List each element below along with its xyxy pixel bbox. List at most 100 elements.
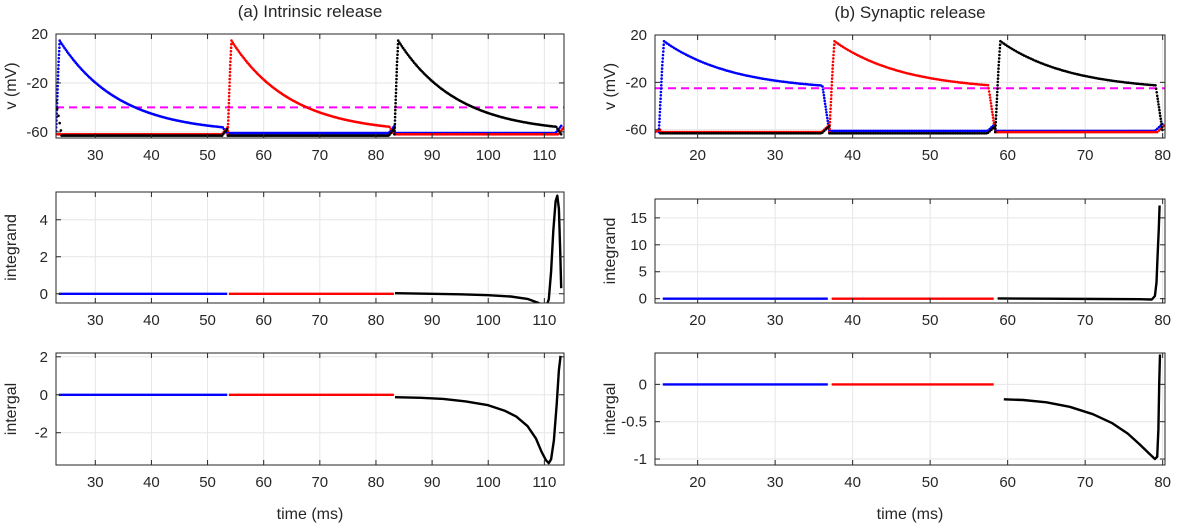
data-point bbox=[1022, 130, 1026, 134]
y-axis-label: v (mV) bbox=[602, 63, 619, 110]
data-point bbox=[911, 129, 915, 133]
data-point bbox=[997, 67, 1000, 70]
series-line-segment-black bbox=[997, 205, 1161, 301]
data-point bbox=[659, 90, 663, 94]
data-point bbox=[229, 53, 233, 56]
y-tick-label: -60 bbox=[625, 122, 647, 139]
data-point bbox=[57, 63, 60, 67]
data-point bbox=[58, 39, 61, 42]
data-point bbox=[57, 53, 61, 56]
x-tick-label: 80 bbox=[1154, 147, 1171, 164]
y-axis-label: integrand bbox=[602, 218, 619, 285]
data-point bbox=[846, 129, 850, 133]
data-point bbox=[829, 100, 833, 104]
x-tick-label: 30 bbox=[767, 312, 784, 329]
axes-frame bbox=[55, 191, 565, 304]
plot-content bbox=[662, 354, 1162, 461]
data-point bbox=[1121, 130, 1125, 134]
data-point bbox=[56, 101, 59, 105]
y-tick-label: 0 bbox=[40, 387, 48, 404]
data-point bbox=[1162, 124, 1165, 128]
data-point bbox=[1156, 97, 1159, 100]
data-point bbox=[830, 84, 834, 87]
data-point bbox=[662, 43, 665, 46]
data-point bbox=[59, 41, 63, 44]
x-tick-label: 30 bbox=[87, 147, 104, 164]
y-tick-label: -0.5 bbox=[621, 414, 647, 431]
x-tick-label: 50 bbox=[922, 474, 939, 491]
data-point bbox=[56, 95, 59, 98]
data-point bbox=[229, 49, 233, 53]
data-point bbox=[660, 84, 663, 87]
data-point bbox=[990, 110, 994, 114]
y-tick-label: 10 bbox=[630, 237, 647, 254]
data-point bbox=[996, 74, 1000, 77]
x-tick-label: 30 bbox=[767, 474, 784, 491]
data-point bbox=[1159, 120, 1163, 123]
data-point bbox=[830, 87, 833, 90]
data-point bbox=[56, 70, 60, 74]
x-tick-label: 100 bbox=[476, 474, 501, 491]
data-point bbox=[396, 53, 399, 56]
data-point bbox=[879, 132, 882, 135]
data-point bbox=[660, 70, 664, 74]
data-point bbox=[393, 122, 397, 126]
series-line-segment-black bbox=[1003, 354, 1162, 461]
data-point bbox=[1158, 114, 1162, 118]
data-point bbox=[994, 117, 998, 120]
data-point bbox=[995, 107, 998, 110]
y-tick-label: 0 bbox=[40, 286, 48, 303]
data-point bbox=[662, 46, 665, 50]
data-point bbox=[995, 100, 999, 104]
data-point bbox=[995, 110, 998, 114]
data-point bbox=[662, 50, 665, 53]
x-tick-label: 70 bbox=[1077, 147, 1094, 164]
x-tick-label: 50 bbox=[199, 474, 216, 491]
data-point bbox=[394, 84, 398, 88]
data-point bbox=[988, 96, 992, 99]
y-tick-label: -20 bbox=[26, 75, 48, 92]
data-point bbox=[661, 57, 665, 60]
data-point bbox=[1154, 87, 1158, 91]
data-point bbox=[658, 120, 661, 124]
data-point bbox=[56, 107, 59, 110]
data-point bbox=[659, 87, 663, 90]
data-point bbox=[825, 111, 828, 114]
series-line-segment-black bbox=[394, 194, 563, 303]
y-tick-label: -60 bbox=[26, 124, 48, 141]
data-point bbox=[826, 119, 829, 123]
x-tick-label: 40 bbox=[844, 147, 861, 164]
data-point bbox=[56, 105, 59, 108]
data-point bbox=[227, 91, 231, 95]
series-line-segment-black bbox=[394, 355, 562, 465]
x-tick-label: 40 bbox=[844, 474, 861, 491]
data-point bbox=[822, 93, 826, 97]
data-point bbox=[1155, 94, 1159, 98]
data-point bbox=[1159, 117, 1162, 120]
data-point bbox=[1157, 125, 1161, 129]
data-point bbox=[995, 97, 999, 100]
data-point bbox=[394, 101, 397, 105]
x-tick-label: 60 bbox=[999, 474, 1016, 491]
data-point bbox=[396, 46, 400, 49]
data-point bbox=[879, 129, 882, 133]
x-tick-label: 100 bbox=[476, 147, 501, 164]
data-point bbox=[399, 43, 403, 46]
data-point bbox=[945, 129, 949, 133]
data-point bbox=[998, 46, 1002, 50]
axes-frame bbox=[654, 34, 1166, 139]
data-point bbox=[986, 131, 990, 135]
data-point bbox=[658, 104, 662, 107]
data-point bbox=[828, 120, 832, 124]
x-tick-label: 80 bbox=[1154, 312, 1171, 329]
data-point bbox=[997, 60, 1001, 64]
data-point bbox=[57, 56, 61, 60]
x-tick-label: 110 bbox=[532, 474, 556, 491]
data-point bbox=[227, 101, 231, 105]
series-neuron-red bbox=[56, 39, 564, 136]
data-point bbox=[227, 108, 230, 112]
data-point bbox=[658, 128, 662, 132]
data-point bbox=[1156, 100, 1160, 103]
data-point bbox=[831, 60, 835, 64]
data-point bbox=[227, 95, 231, 98]
